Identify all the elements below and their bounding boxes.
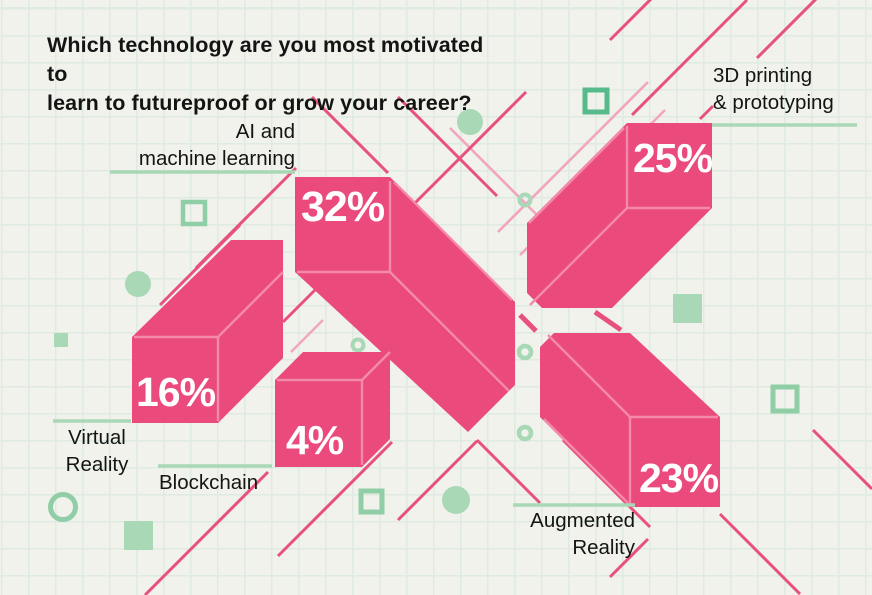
green-ring-icon	[48, 492, 78, 522]
center-dash-marks	[518, 309, 623, 333]
bar-ai-machine-learning	[295, 177, 515, 432]
green-decor-shapes	[48, 87, 800, 550]
chart-title: Which technology are you most motivated …	[47, 31, 507, 118]
green-square-outline	[358, 488, 385, 515]
bar-virtual-reality	[132, 240, 284, 423]
value-label-virtual-reality: 16%	[136, 369, 216, 415]
value-label-3d-printing: 25%	[633, 135, 713, 181]
bar-blockchain	[275, 351, 391, 467]
green-square	[673, 294, 702, 323]
green-circle	[125, 271, 151, 297]
chart-title-line-2: learn to futureproof or grow your career…	[47, 91, 472, 115]
green-square	[54, 333, 68, 347]
green-square	[124, 521, 153, 550]
category-label-blockchain: Blockchain	[159, 471, 259, 494]
bar-3d-printing-prototyping	[527, 123, 712, 308]
category-label-virtual-reality: Virtual Reality	[65, 426, 129, 476]
green-circle	[457, 109, 483, 135]
green-square-outline	[180, 199, 208, 227]
green-square-outline-dark	[582, 87, 610, 115]
value-label-blockchain: 4%	[286, 417, 344, 463]
category-label-ai-machine-learning: AI and machine learning	[138, 120, 295, 170]
green-square-outline	[770, 384, 800, 414]
bar-augmented-reality	[540, 333, 720, 507]
green-circle	[442, 486, 470, 514]
green-donut-icon	[517, 192, 533, 208]
value-label-augmented-reality: 23%	[639, 455, 719, 501]
value-label-ai: 32%	[301, 183, 385, 231]
label-underlines	[53, 123, 857, 507]
category-label-3d-printing: 3D printing & prototyping	[713, 64, 834, 114]
chart-title-line-1: Which technology are you most motivated …	[47, 33, 484, 86]
green-donut-icon	[350, 337, 366, 353]
category-label-augmented-reality: Augmented Reality	[530, 509, 635, 559]
green-donut-icon	[516, 424, 534, 442]
green-donut-icon	[516, 343, 534, 361]
